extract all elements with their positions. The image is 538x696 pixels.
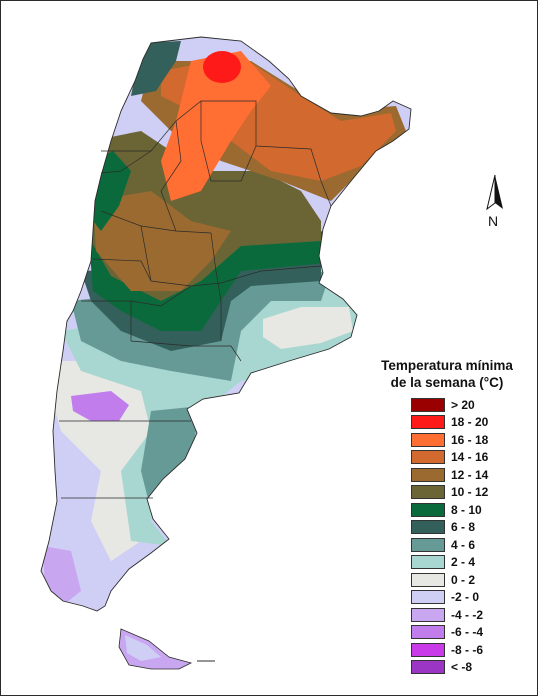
legend-label: -6 - -4 — [451, 625, 484, 640]
legend: Temperatura mínima de la semana (°C) > 2… — [367, 357, 527, 676]
legend-swatch — [411, 642, 445, 657]
legend-label: 10 - 12 — [451, 485, 489, 500]
legend-item: 8 - 10 — [411, 501, 527, 519]
legend-swatch — [411, 450, 445, 465]
legend-label: 0 - 2 — [451, 572, 476, 587]
legend-item: 10 - 12 — [411, 484, 527, 502]
legend-item: 16 - 18 — [411, 431, 527, 449]
legend-item: 14 - 16 — [411, 449, 527, 467]
zone-minus6-minus4 — [71, 391, 129, 421]
legend-label: 18 - 20 — [451, 415, 489, 430]
legend-item: -4 - -2 — [411, 606, 527, 624]
legend-swatch — [411, 537, 445, 552]
zone-18-20 — [203, 51, 241, 83]
legend-item: < -8 — [411, 659, 527, 677]
zone-0-2-bsas — [263, 307, 353, 349]
zone-16-18 — [161, 51, 271, 201]
legend-item: 18 - 20 — [411, 414, 527, 432]
legend-label: 14 - 16 — [451, 450, 489, 465]
legend-label: 6 - 8 — [451, 520, 476, 535]
zone-12-14-west — [93, 191, 231, 291]
tdf-zone — [125, 635, 161, 661]
legend-swatch — [411, 572, 445, 587]
legend-swatch — [411, 660, 445, 675]
legend-swatch — [411, 555, 445, 570]
legend-item: -8 - -6 — [411, 641, 527, 659]
legend-swatch — [411, 625, 445, 640]
legend-label: -8 - -6 — [451, 642, 484, 657]
legend-swatch — [411, 432, 445, 447]
legend-label: -4 - -2 — [451, 607, 484, 622]
legend-swatch — [411, 415, 445, 430]
legend-item: 12 - 14 — [411, 466, 527, 484]
legend-swatch — [411, 590, 445, 605]
legend-title-line1: Temperatura mínima — [381, 358, 513, 373]
legend-label: 8 - 10 — [451, 502, 482, 517]
legend-label: 4 - 6 — [451, 537, 476, 552]
province-borders — [59, 100, 332, 499]
legend-label: -2 - 0 — [451, 590, 480, 605]
legend-label: 12 - 14 — [451, 467, 489, 482]
zone-4-6-coast — [141, 406, 201, 511]
legend-label: < -8 — [451, 660, 473, 675]
legend-swatch — [411, 502, 445, 517]
legend-swatch — [411, 485, 445, 500]
legend-items: > 20 18 - 20 16 - 18 14 - 16 12 - 14 10 - 12 8… — [367, 396, 527, 676]
legend-title: Temperatura mínima de la semana (°C) — [367, 357, 527, 391]
country-outline — [40, 36, 412, 612]
legend-item: -2 - 0 — [411, 589, 527, 607]
legend-item: > 20 — [411, 396, 527, 414]
legend-swatch — [411, 467, 445, 482]
legend-item: 6 - 8 — [411, 519, 527, 537]
legend-item: -6 - -4 — [411, 624, 527, 642]
legend-item: 2 - 4 — [411, 554, 527, 572]
legend-label: > 20 — [451, 397, 475, 412]
legend-swatch — [411, 607, 445, 622]
tierra-del-fuego — [118, 628, 193, 670]
legend-swatch — [411, 397, 445, 412]
legend-item: 4 - 6 — [411, 536, 527, 554]
north-label: N — [488, 213, 499, 229]
legend-label: 2 - 4 — [451, 555, 476, 570]
north-arrow-icon — [486, 174, 503, 211]
legend-item: 0 - 2 — [411, 571, 527, 589]
legend-title-line2: de la semana (°C) — [390, 375, 504, 390]
legend-swatch — [411, 520, 445, 535]
legend-label: 16 - 18 — [451, 432, 489, 447]
